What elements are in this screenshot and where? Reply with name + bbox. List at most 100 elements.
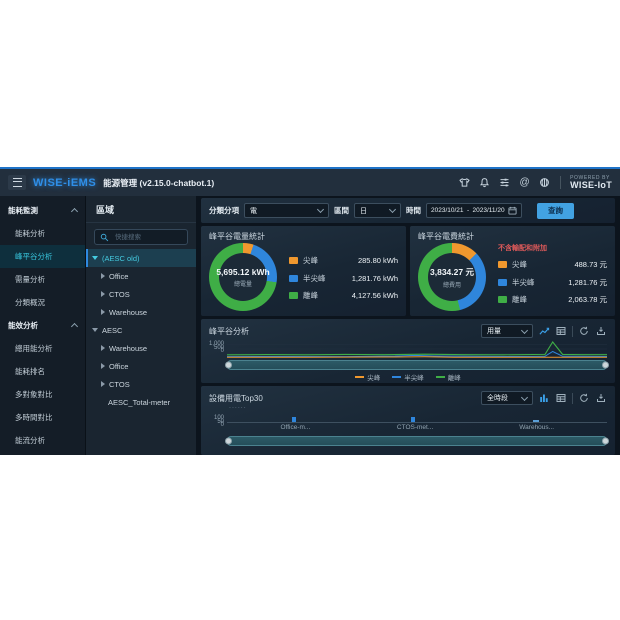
tree-collapse-icon[interactable] xyxy=(101,381,105,387)
sidebar-item-energy-flow-analysis[interactable]: 能流分析 xyxy=(15,436,45,445)
peak-swatch xyxy=(289,257,298,264)
cost-stats-card: 峰平谷電費統計 不含輸配和附加 3,834.27 元 總費用 尖峰 488.73 … xyxy=(410,226,615,316)
tree-collapse-icon[interactable] xyxy=(101,291,105,297)
table-view-icon[interactable] xyxy=(555,325,567,337)
brand-logo: WISE-iEMS xyxy=(33,176,97,189)
energy-stats-card: 峰平谷電量統計 5,695.12 kWh 總電量 尖峰 285.80 kWh 半尖… xyxy=(201,226,406,316)
tree-node-warehouse-2[interactable]: Warehouse xyxy=(86,339,196,357)
tree-node-aesc[interactable]: AESC xyxy=(86,321,196,339)
sidebar-item-total-energy-analysis[interactable]: 總用能分析 xyxy=(15,344,53,353)
y-axis-tick-cluster: 100 50 0 xyxy=(213,415,224,428)
category-select[interactable]: 電 xyxy=(244,203,329,218)
export-icon[interactable] xyxy=(595,325,607,337)
sidebar-item-category-overview[interactable]: 分類概況 xyxy=(15,298,45,307)
export-icon[interactable] xyxy=(595,392,607,404)
legend-item-peak[interactable]: 尖峰 488.73 元 xyxy=(498,259,607,270)
app-title: 能源管理 (v2.15.0-chatbot.1) xyxy=(103,177,215,188)
peak-swatch xyxy=(498,261,507,268)
tree-collapse-icon[interactable] xyxy=(101,309,105,315)
tree-node-ctos-2[interactable]: CTOS xyxy=(86,375,196,393)
sidebar-item-multi-time-compare[interactable]: 多時間對比 xyxy=(15,413,53,422)
menu-toggle-button[interactable] xyxy=(8,175,26,190)
chevron-down-icon xyxy=(388,205,397,214)
refresh-icon[interactable] xyxy=(578,392,590,404)
theme-shirt-icon[interactable] xyxy=(458,176,471,189)
tree-collapse-icon[interactable] xyxy=(101,363,105,369)
chevron-down-icon xyxy=(520,326,529,334)
legend-item-peak[interactable]: 尖峰 285.80 kWh xyxy=(289,255,398,266)
table-view-icon[interactable] xyxy=(555,392,567,404)
tree-node-office[interactable]: Office xyxy=(86,267,196,285)
sidebar-item-energy-ranking[interactable]: 能耗排名 xyxy=(15,367,45,376)
bar-warehouse[interactable] xyxy=(532,420,539,422)
region-search-box[interactable] xyxy=(94,229,188,245)
cost-card-title: 峰平谷電費統計 xyxy=(418,232,474,241)
filter-bar: 分類分項 電 區間 日 時間 2023/10/21 - 2023/11/20 查… xyxy=(201,198,615,223)
energy-total-label: 總電量 xyxy=(233,281,252,288)
calendar-icon xyxy=(508,206,517,215)
x-label-ctos: CTOS-met... xyxy=(396,424,434,431)
axis-ellipsis: ...... xyxy=(229,403,247,410)
sidebar-item-demand-analysis[interactable]: 需量分析 xyxy=(15,275,45,284)
top30-period-select[interactable]: 全時段 xyxy=(481,391,533,405)
sidebar-section-energy-monitoring[interactable]: 能耗監測 xyxy=(0,199,85,222)
device-top30-card: 設備用電Top30 全時段 xyxy=(201,386,615,455)
sidebar-item-peak-valley-analysis[interactable]: 峰平谷分析 xyxy=(0,245,85,268)
legend-item-peak[interactable]: 尖峰 xyxy=(355,372,380,382)
cost-legend: 尖峰 488.73 元 半尖峰 1,281.76 元 離峰 2,063.78 元 xyxy=(498,259,607,305)
date-range-picker[interactable]: 2023/10/21 - 2023/11/20 xyxy=(426,203,522,218)
legend-item-off-peak[interactable]: 離峰 xyxy=(435,372,461,382)
header-divider xyxy=(560,176,562,189)
legend-item-half-peak[interactable]: 半尖峰 1,281.76 kWh xyxy=(289,273,398,284)
bar-office[interactable] xyxy=(291,417,296,422)
tree-collapse-icon[interactable] xyxy=(101,273,105,279)
x-label-office: Office-m... xyxy=(280,424,311,431)
interval-filter-label: 區間 xyxy=(334,206,349,215)
tree-expand-icon[interactable] xyxy=(92,328,98,332)
energy-card-title: 峰平谷電量統計 xyxy=(209,232,265,241)
analysis-metric-select[interactable]: 用量 xyxy=(481,324,533,338)
legend-item-off-peak[interactable]: 離峰 2,063.78 元 xyxy=(498,294,607,305)
region-search-input[interactable] xyxy=(113,232,182,242)
energy-total-value: 5,695.12 kWh xyxy=(216,266,270,277)
analysis-card-title: 峰平谷分析 xyxy=(209,326,249,336)
line-chart-legend: 尖峰 半尖峰 離峰 xyxy=(209,372,607,382)
query-button[interactable]: 查詢 xyxy=(537,202,574,219)
tree-node-office-2[interactable]: Office xyxy=(86,357,196,375)
chevron-down-icon xyxy=(316,205,325,214)
cost-total-label: 總費用 xyxy=(442,282,461,289)
cost-donut-chart: 3,834.27 元 總費用 xyxy=(418,243,486,311)
legend-item-off-peak[interactable]: 離峰 4,127.56 kWh xyxy=(289,290,398,301)
sidebar-item-multi-object-compare[interactable]: 多對象對比 xyxy=(15,390,53,399)
chart-zoom-scrollbar[interactable] xyxy=(227,436,607,446)
tree-node-ctos[interactable]: CTOS xyxy=(86,285,196,303)
bar-ctos[interactable] xyxy=(411,417,416,422)
bar-chart-view-icon[interactable] xyxy=(538,392,550,404)
cost-total-value: 3,834.27 元 xyxy=(430,266,474,277)
sidebar-item-loss-analysis[interactable]: 損耗分析 xyxy=(0,452,85,455)
top30-card-title: 設備用電Top30 xyxy=(209,393,263,403)
sidebar-item-energy-analysis[interactable]: 能耗分析 xyxy=(15,229,45,238)
category-filter-label: 分類分項 xyxy=(209,206,239,215)
tree-collapse-icon[interactable] xyxy=(101,345,105,351)
tree-node-aesc-old[interactable]: (AESC old) xyxy=(86,249,196,267)
sidebar-section-efficiency-analysis[interactable]: 能效分析 xyxy=(0,314,85,337)
bar-chart[interactable]: 100 50 0 Office-m... CTOS-met... Warehous.… xyxy=(214,410,607,435)
tree-node-warehouse[interactable]: Warehouse xyxy=(86,303,196,321)
interval-select[interactable]: 日 xyxy=(354,203,401,218)
notifications-bell-icon[interactable] xyxy=(478,176,491,189)
tree-expand-icon[interactable] xyxy=(92,256,98,260)
tree-node-aesc-total-meter[interactable]: AESC_Total-meter xyxy=(108,397,171,407)
globe-icon[interactable] xyxy=(538,176,551,189)
refresh-icon[interactable] xyxy=(578,325,590,337)
line-chart-view-icon[interactable] xyxy=(538,325,550,337)
settings-sliders-icon[interactable] xyxy=(498,176,511,189)
chevron-down-icon xyxy=(520,393,529,401)
legend-item-half-peak[interactable]: 半尖峰 1,281.76 元 xyxy=(498,277,607,288)
chart-zoom-scrollbar[interactable] xyxy=(227,360,607,370)
energy-legend: 尖峰 285.80 kWh 半尖峰 1,281.76 kWh 離峰 4,127.56 … xyxy=(289,255,398,301)
line-chart[interactable]: 1,000 500 0 xyxy=(209,340,607,359)
legend-item-half-peak[interactable]: 半尖峰 xyxy=(392,372,424,382)
toolbar-divider xyxy=(572,325,573,337)
account-at-icon[interactable]: @ xyxy=(519,176,530,188)
